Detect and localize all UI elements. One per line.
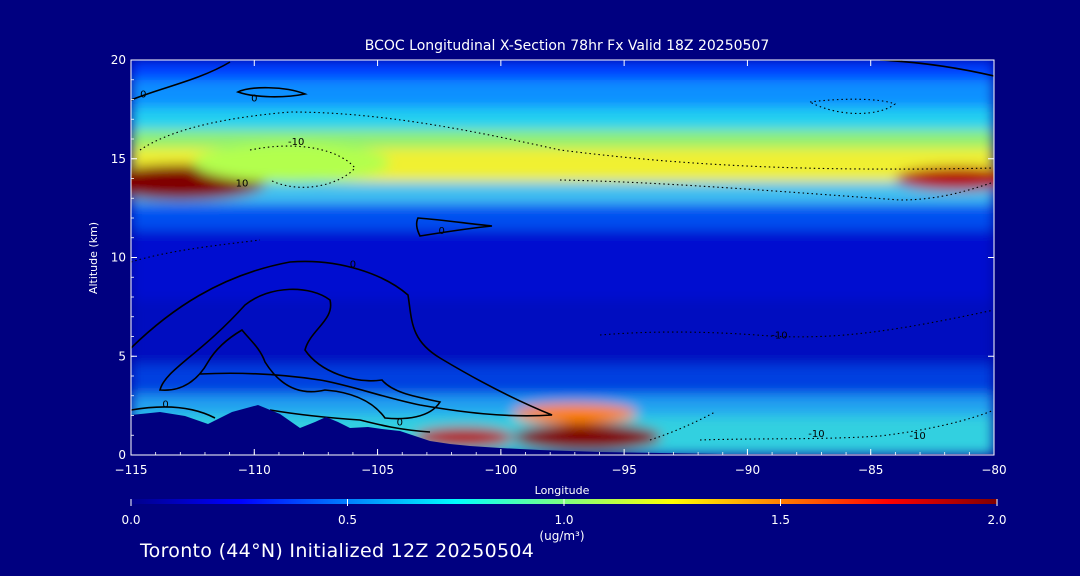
concentration-feature-3 (513, 423, 662, 452)
contour-label-11: 0 (897, 54, 903, 65)
chart-title: BCOC Longitudinal X-Section 78hr Fx Vali… (365, 38, 769, 54)
contour-label-5: 0 (350, 259, 356, 270)
concentration-field (131, 60, 994, 455)
contour-label-0: 0 (140, 90, 146, 101)
mid-layer-dark (131, 300, 994, 365)
colorbar-tick-label: 0.5 (338, 513, 357, 527)
concentration-features (131, 142, 994, 452)
concentration-feature-4 (414, 427, 514, 448)
contour-zero-large-plume (131, 260, 553, 417)
x-axis-label: Longitude (535, 484, 590, 497)
x-axis: −115 −110 −105 −100 −95 −90 −85 −80 (115, 60, 1007, 477)
colorbar-tick-label: 1.0 (554, 513, 573, 527)
x-tick-label: −90 (735, 463, 760, 477)
x-tick-label: −100 (484, 463, 517, 477)
contour-zero-mid-loop (415, 217, 493, 237)
contour-neg10-upper (139, 111, 994, 170)
upper-band-lower-cyan (131, 182, 994, 204)
x-tick-label: −80 (981, 463, 1006, 477)
contour-neg10-mid-right (599, 309, 994, 338)
lower-layer-blue (131, 365, 994, 395)
y-tick-label: 0 (118, 448, 126, 462)
contour-label-7: 0 (397, 417, 403, 428)
upper-band-blue (131, 60, 994, 80)
contour-label-9: -10 (808, 429, 824, 440)
contour-label-1: 0 (251, 93, 257, 104)
contour-zero-boundary (269, 409, 431, 433)
contour-zero-surface (131, 406, 216, 419)
contour-label-3: 10 (236, 178, 249, 189)
contour-lines (131, 60, 994, 441)
contour-zero-upper-left (131, 61, 231, 101)
contour-label-2: -10 (288, 137, 304, 148)
colorbar-tick-label: 0.0 (121, 513, 140, 527)
upper-band-lightblue (131, 80, 994, 108)
y-tick-label: 10 (111, 251, 126, 265)
y-tick-label: 20 (111, 53, 126, 67)
contour-label-8: -10 (771, 330, 787, 341)
contour-label-6: 0 (162, 400, 168, 411)
contour-neg10-band-lower (559, 179, 994, 201)
footer-caption: Toronto (44°N) Initialized 12Z 20250504 (140, 540, 535, 562)
contour-labels: 0 0 -10 10 0 0 0 0 -10 -10 -10 0 (140, 54, 926, 442)
colorbar-tick-label: 1.5 (771, 513, 790, 527)
terrain (131, 405, 994, 455)
plot-area: 0 0 -10 10 0 0 0 0 -10 -10 -10 0 (131, 54, 994, 455)
contour-zero-inner-plume (158, 288, 442, 420)
contour-zero-small-loop (235, 86, 308, 98)
x-tick-label: −110 (238, 463, 271, 477)
y-axis: 0 5 10 15 20 (111, 53, 994, 462)
upper-band-cyan (131, 108, 994, 130)
x-tick-label: −85 (858, 463, 883, 477)
contour-neg10-lower-band (649, 411, 716, 441)
y-axis-label: Altitude (km) (87, 222, 100, 294)
contour-label-10: -10 (909, 431, 925, 442)
y-tick-label: 5 (118, 349, 126, 363)
colorbar: 0.0 0.5 1.0 1.5 2.0 (ug/m³) (121, 499, 1007, 543)
colorbar-tick-label: 2.0 (987, 513, 1006, 527)
upper-band-lower-blue (131, 204, 994, 230)
x-tick-label: −115 (115, 463, 148, 477)
contour-label-4: 0 (438, 226, 444, 237)
mid-layer-blue (131, 230, 994, 300)
contour-neg10-right-upper (808, 98, 897, 115)
x-tick-label: −105 (361, 463, 394, 477)
concentration-feature-5 (513, 403, 637, 424)
concentration-feature-1 (192, 142, 390, 183)
colorbar-ticks: 0.0 0.5 1.0 1.5 2.0 (121, 499, 1007, 527)
y-tick-label: 15 (111, 152, 126, 166)
x-tick-label: −95 (611, 463, 636, 477)
concentration-feature-2 (895, 166, 994, 191)
upper-band-green (131, 130, 994, 148)
colorbar-units: (ug/m³) (539, 529, 584, 543)
contour-zero-upper-right (879, 60, 994, 77)
contour-neg10-mid-left (131, 239, 261, 263)
